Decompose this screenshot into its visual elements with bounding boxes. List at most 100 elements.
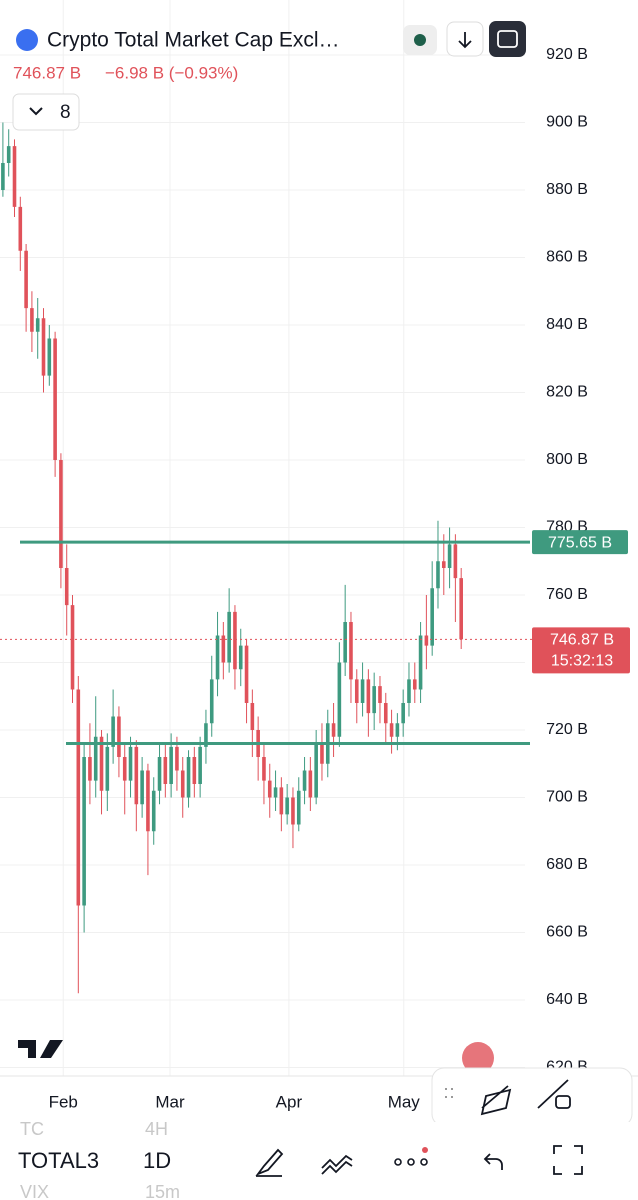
candle-body (337, 662, 342, 737)
undo-button[interactable] (483, 1153, 503, 1170)
y-tick-label: 720 B (546, 721, 588, 738)
indicators-toggle[interactable] (12, 93, 80, 131)
line-tool[interactable] (537, 1079, 569, 1109)
candle-body (372, 686, 376, 714)
candle-body (308, 770, 313, 798)
candle-body (53, 338, 57, 460)
candle-body (291, 797, 295, 825)
candle-body (447, 544, 452, 568)
candle-body (343, 622, 347, 663)
candle-body (209, 679, 214, 724)
candle-body (383, 703, 388, 724)
channel-tool[interactable] (480, 1085, 512, 1116)
candle-body (59, 460, 63, 568)
candle-body (41, 318, 46, 376)
fullscreen-toggle[interactable] (553, 1145, 583, 1175)
y-tick-label: 920 B (546, 46, 588, 63)
flag-icon[interactable] (462, 1042, 494, 1074)
candle-body (360, 679, 365, 703)
candle-body (320, 743, 324, 764)
drag-handle[interactable] (445, 1088, 453, 1098)
candle-body (401, 703, 405, 724)
candle-body (424, 635, 429, 646)
candle-body (82, 757, 86, 906)
interval-next[interactable]: 15m (145, 1182, 180, 1200)
x-tick-label: Mar (155, 1092, 185, 1111)
symbol-current[interactable]: TOTAL3 (18, 1148, 99, 1173)
status-dot (414, 34, 426, 46)
indicator-count: 8 (60, 102, 71, 123)
draw-button[interactable] (255, 1148, 284, 1177)
candle-body (146, 770, 150, 832)
interval-current[interactable]: 1D (143, 1148, 171, 1173)
drawing-panel (431, 1067, 633, 1127)
y-tick-label: 680 B (546, 856, 588, 873)
candle-body (285, 797, 289, 815)
chart-title[interactable]: Crypto Total Market Cap Excl… (47, 29, 340, 52)
candle-body (227, 611, 231, 663)
x-tick-label: May (388, 1092, 421, 1111)
candle-body (186, 757, 191, 798)
symbol-icon (16, 29, 38, 51)
price-badge (532, 530, 628, 555)
candle-body (250, 703, 255, 730)
candle-body (221, 635, 226, 663)
candle-body (140, 770, 144, 805)
candle-body (18, 206, 23, 251)
y-tick-label: 840 B (546, 316, 588, 333)
candle-body (180, 770, 185, 798)
candle-body (134, 746, 139, 805)
candle-body (169, 746, 173, 784)
y-tick-label: 640 B (546, 991, 588, 1008)
more-button[interactable] (394, 1147, 428, 1166)
candle-body (6, 146, 11, 163)
candle-body (459, 578, 463, 640)
candle-body (395, 723, 400, 737)
candle-body (430, 588, 434, 646)
symbol-prev[interactable]: TC (20, 1119, 44, 1139)
y-tick-label: 820 B (546, 384, 588, 401)
y-tick-label: 880 B (546, 181, 588, 198)
candle-body (192, 757, 197, 784)
candle-body (93, 736, 98, 781)
candle-body (70, 605, 75, 690)
candle-body (412, 679, 417, 690)
candle-body (99, 736, 104, 791)
erase-tool[interactable] (555, 1095, 571, 1109)
candle-body (349, 622, 353, 680)
candle-body (163, 757, 168, 784)
candle-body (314, 743, 318, 798)
candle-body (122, 757, 127, 781)
candle-body (244, 645, 249, 703)
candle-body (418, 635, 423, 690)
candle-body (30, 308, 34, 332)
candle-body (88, 757, 92, 781)
candle-body (76, 689, 81, 906)
fullscreen-button[interactable] (489, 21, 526, 57)
candle-body (441, 561, 446, 568)
price-badge-label: 775.65 B (548, 534, 612, 551)
candle-body (198, 746, 202, 784)
countdown: 15:32:13 (551, 653, 613, 670)
candle-body (204, 723, 208, 747)
x-tick-label: Feb (49, 1092, 78, 1111)
candle-body (354, 679, 359, 703)
candle-body (378, 686, 382, 703)
candle-body (267, 780, 272, 798)
candle-body (233, 611, 237, 670)
candle-body (12, 146, 17, 207)
candle-body (296, 790, 301, 825)
candle-body (302, 770, 307, 791)
candle-body (105, 746, 110, 791)
toolbar (0, 1122, 638, 1200)
candle-body (453, 544, 458, 579)
candle-body (175, 746, 179, 771)
candle-body (238, 645, 243, 670)
indicators-button[interactable] (321, 1154, 353, 1175)
symbol-next[interactable]: VIX (20, 1182, 49, 1200)
y-tick-label: 860 B (546, 249, 588, 266)
interval-prev[interactable]: 4H (145, 1119, 168, 1139)
fullscreen-icon (497, 30, 518, 48)
candle-body (436, 561, 440, 589)
